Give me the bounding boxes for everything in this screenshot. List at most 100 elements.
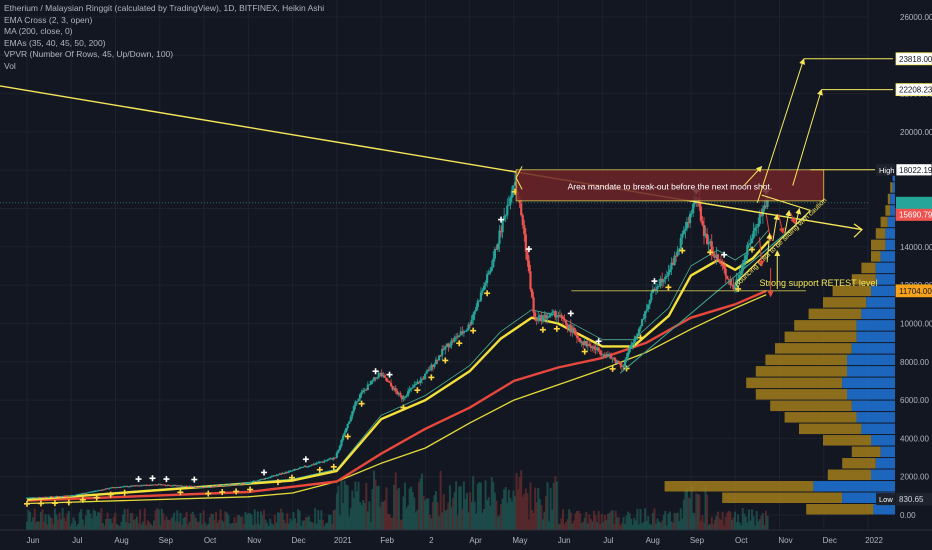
volume-bar: [334, 509, 337, 530]
volume-bar: [529, 482, 532, 530]
volume-bar: [517, 489, 520, 530]
candle-body: [385, 377, 388, 382]
candle-body: [585, 341, 588, 347]
volume-bar: [751, 509, 754, 530]
x-tick-label: May: [512, 536, 527, 545]
volume-bar: [81, 519, 84, 530]
candle-body: [453, 337, 456, 342]
candle-body: [358, 394, 362, 399]
candle-body: [445, 343, 448, 347]
candle-body: [764, 205, 768, 207]
candle-body: [393, 388, 396, 390]
volume-bar: [707, 525, 710, 530]
candle-body: [47, 497, 50, 499]
volume-bar: [733, 511, 736, 530]
vp-row-down: [808, 308, 862, 320]
indicator-emas[interactable]: EMAs (35, 40, 45, 50, 200): [4, 37, 106, 48]
candle-body: [360, 392, 363, 395]
indicator-ma-200[interactable]: MA (200, close, 0): [4, 26, 73, 37]
cross-marker: [163, 476, 170, 483]
cross-marker: [400, 404, 407, 411]
candle-body: [712, 252, 715, 256]
candle-body: [665, 276, 668, 278]
candle-body: [199, 487, 202, 489]
volume-bar: [87, 509, 90, 530]
volume-bar: [523, 493, 526, 530]
candle-body: [191, 486, 194, 488]
volume-bar: [311, 522, 314, 530]
volume-bar: [295, 522, 298, 530]
volume-bar: [732, 517, 735, 530]
volume-bar: [286, 513, 289, 530]
volume-bar: [241, 516, 244, 530]
volume-bar: [332, 510, 335, 530]
indicator-ema-cross[interactable]: EMA Cross (2, 3, open): [4, 14, 93, 25]
volume-bar: [276, 512, 279, 530]
volume-bar: [185, 511, 188, 530]
candle-body: [760, 213, 763, 216]
volume-bar: [764, 510, 767, 530]
volume-bar: [720, 519, 723, 530]
candle-body: [225, 485, 228, 487]
candle-body: [354, 401, 357, 407]
cross-marker: [428, 374, 435, 381]
volume-bar: [216, 522, 219, 530]
volume-bar: [405, 507, 408, 530]
volume-bar: [501, 498, 504, 530]
candle-body: [386, 381, 390, 383]
candle-body: [690, 213, 693, 215]
volume-bar: [616, 517, 619, 530]
current-price-label: 15690.79: [899, 210, 932, 219]
price-axis[interactable]: 0.00 2000.00 4000.00 6000.00 8000.00 10000.00…: [876, 13, 932, 520]
candle-body: [78, 493, 81, 495]
candle-body: [543, 314, 546, 317]
time-axis[interactable]: Jun Jul Aug Sep Oct Nov Dec 2021 Feb 2 Apr May Jun Ju…: [0, 529, 932, 545]
candle-body: [526, 251, 529, 261]
candle-body: [137, 485, 140, 487]
volume-bar: [631, 524, 634, 530]
volume-bar: [639, 508, 642, 530]
symbol-title[interactable]: Etherium / Malaysian Ringgit (calculated…: [4, 3, 325, 13]
volume-bar: [118, 525, 121, 530]
volume-bar: [622, 517, 625, 530]
volume-bar: [346, 485, 349, 530]
volume-bar: [673, 512, 676, 530]
cross-marker: [274, 479, 281, 486]
move-arrow: [758, 237, 765, 267]
volume-bar: [377, 485, 380, 530]
volume-bar: [239, 516, 242, 530]
volume-bar: [527, 519, 530, 530]
candle-body: [450, 340, 453, 346]
candle-body: [402, 397, 405, 400]
candle-body: [224, 485, 227, 487]
candle-body: [166, 484, 170, 486]
volume-bar: [343, 480, 346, 530]
indicator-vpvr[interactable]: VPVR (Number Of Rows, 45, Up/Down, 100): [4, 49, 174, 60]
volume-bar: [483, 508, 486, 530]
cross-marker: [372, 368, 379, 375]
volume-bar: [225, 512, 228, 530]
candle-body: [64, 496, 67, 498]
cross-marker: [651, 278, 658, 285]
candle-body: [89, 491, 92, 493]
volume-bar: [309, 521, 312, 530]
candle-body: [256, 480, 259, 482]
volume-bar: [568, 509, 571, 530]
volume-bar: [518, 477, 521, 530]
candle-body: [448, 345, 452, 348]
candle-body: [675, 255, 678, 257]
volume-bar: [108, 518, 111, 530]
volume-bar: [386, 513, 389, 530]
y-tick-label: 6000.00: [900, 396, 929, 405]
volume-bar: [106, 512, 109, 530]
candle-body: [596, 347, 599, 350]
candle-body: [583, 341, 586, 346]
candle-body: [123, 486, 126, 488]
volume-bar: [458, 486, 461, 530]
volume-bar: [388, 514, 391, 530]
indicator-volume[interactable]: Vol: [4, 60, 16, 71]
volume-bar: [486, 500, 489, 530]
candle-body: [420, 378, 424, 380]
